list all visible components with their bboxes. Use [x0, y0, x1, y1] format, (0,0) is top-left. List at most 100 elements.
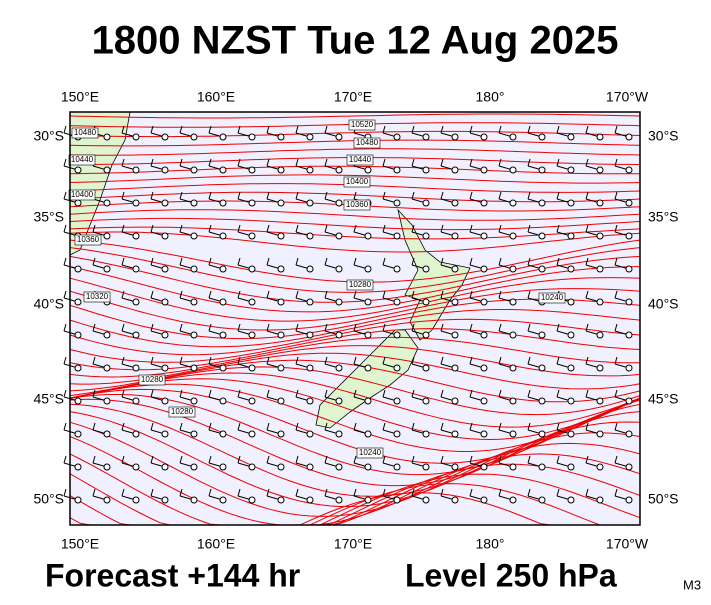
barb-feather	[353, 257, 357, 266]
contour-label-box	[83, 291, 111, 303]
barb-feather	[208, 389, 212, 398]
barb-feather	[353, 224, 357, 233]
left-axis-label: 40°S	[33, 296, 64, 312]
barb-feather	[469, 356, 473, 365]
barb-station	[219, 430, 227, 438]
barb-feather	[411, 125, 415, 134]
barb-station	[335, 166, 343, 174]
contour-label-box	[343, 199, 371, 211]
barb-feather	[92, 455, 96, 464]
barb-station	[538, 463, 546, 471]
barb-station	[132, 430, 140, 438]
barb-station	[538, 166, 546, 174]
barb-station	[567, 397, 575, 405]
barb-feather	[498, 323, 502, 332]
barb-station	[335, 199, 343, 207]
barb-station	[451, 133, 459, 141]
barb-station	[509, 430, 517, 438]
barb-station	[306, 430, 314, 438]
barb-station	[248, 496, 256, 504]
barb-feather	[498, 158, 502, 167]
contour-label: 10440	[349, 155, 372, 164]
barb-feather	[121, 455, 125, 464]
barb-station	[306, 199, 314, 207]
barb-feather	[382, 224, 386, 233]
barb-feather	[498, 422, 502, 431]
barb-station	[509, 133, 517, 141]
barb-station	[596, 232, 604, 240]
barb-feather	[411, 422, 415, 431]
barb-station	[451, 496, 459, 504]
barb-station	[451, 364, 459, 372]
barb-station	[219, 463, 227, 471]
barb-station	[567, 331, 575, 339]
barb-feather	[324, 257, 328, 266]
barb-feather	[614, 488, 618, 497]
barb-station	[393, 397, 401, 405]
barb-feather	[208, 191, 212, 200]
barb-station	[422, 496, 430, 504]
bottom-axis-label: 170°W	[606, 536, 649, 552]
barb-station	[248, 331, 256, 339]
barb-feather	[556, 257, 560, 266]
barb-station	[74, 463, 82, 471]
barb-feather	[179, 389, 183, 398]
left-axis-label: 35°S	[33, 209, 64, 225]
barb-feather	[440, 488, 444, 497]
barb-station	[190, 298, 198, 306]
barb-feather	[556, 125, 560, 134]
barb-station	[190, 397, 198, 405]
barb-station	[132, 232, 140, 240]
barb-feather	[411, 158, 415, 167]
south-island	[315, 329, 419, 429]
barb-feather	[469, 125, 473, 134]
barb-station	[596, 298, 604, 306]
barb-feather	[382, 488, 386, 497]
barb-feather	[527, 158, 531, 167]
barb-feather	[382, 257, 386, 266]
barb-station	[538, 430, 546, 438]
barb-station	[74, 430, 82, 438]
barb-station	[190, 265, 198, 273]
contour-label: 10400	[71, 190, 94, 199]
barb-station	[132, 397, 140, 405]
barb-feather	[295, 455, 299, 464]
barb-feather	[121, 389, 125, 398]
barb-station	[480, 199, 488, 207]
barb-station	[248, 265, 256, 273]
barb-feather	[556, 158, 560, 167]
barb-station	[567, 232, 575, 240]
barb-station	[306, 496, 314, 504]
barb-feather	[440, 224, 444, 233]
barb-feather	[121, 191, 125, 200]
barb-feather	[527, 356, 531, 365]
barb-feather	[585, 389, 589, 398]
contour-label: 10360	[77, 235, 100, 244]
barb-feather	[237, 257, 241, 266]
barb-station	[596, 166, 604, 174]
barb-station	[248, 364, 256, 372]
barb-feather	[63, 257, 67, 266]
barb-station	[567, 133, 575, 141]
barb-station	[161, 199, 169, 207]
forecast-label: Forecast +144 hr	[45, 557, 300, 593]
barb-feather	[556, 422, 560, 431]
barb-feather	[295, 125, 299, 134]
barb-station	[103, 364, 111, 372]
barb-station	[509, 265, 517, 273]
barb-station	[219, 166, 227, 174]
barb-station	[567, 430, 575, 438]
contour-label-box	[346, 279, 374, 291]
barb-feather	[382, 422, 386, 431]
barb-station	[625, 232, 633, 240]
contour-line	[69, 209, 641, 221]
top-axis-label: 150°E	[61, 89, 99, 105]
barb-feather	[121, 158, 125, 167]
barb-feather	[63, 125, 67, 134]
top-axis-label: 170°W	[606, 89, 649, 105]
barb-station	[248, 463, 256, 471]
barb-feather	[208, 125, 212, 134]
barb-station	[335, 364, 343, 372]
barb-station	[364, 397, 372, 405]
barb-station	[393, 364, 401, 372]
